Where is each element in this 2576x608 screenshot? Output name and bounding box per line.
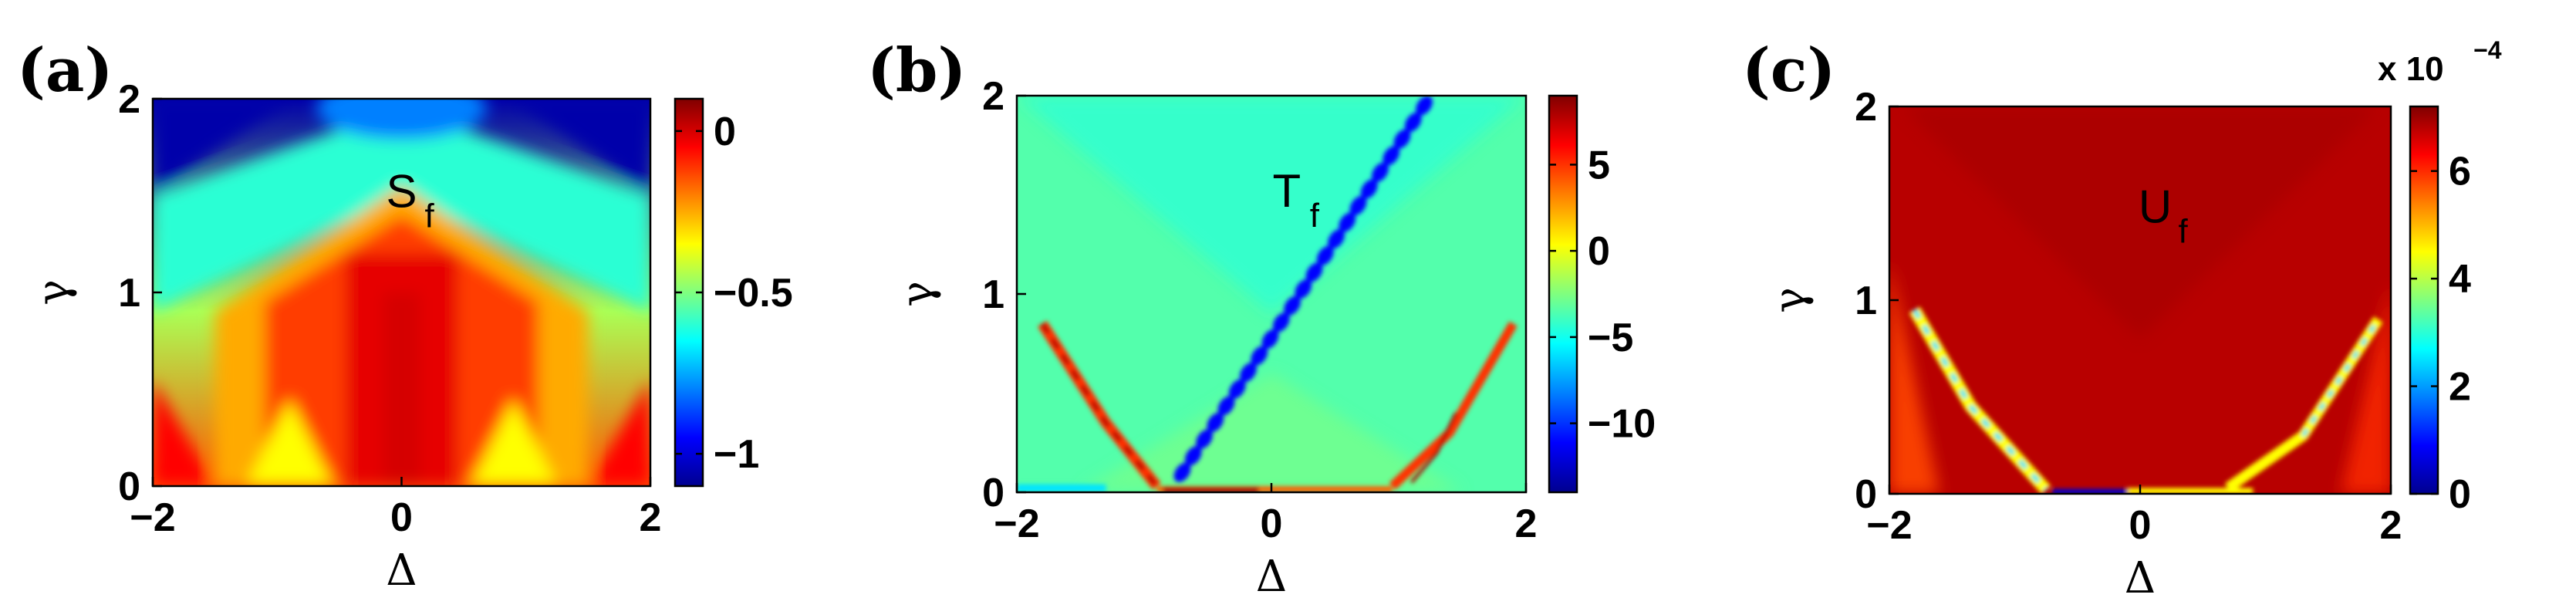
y-tick-label: 2 xyxy=(982,74,1004,119)
x-tick-label: 2 xyxy=(2380,503,2402,548)
panel-label: (b) xyxy=(867,35,966,106)
colorbar-tick-label: −10 xyxy=(1588,402,1656,447)
y-tick-label: 1 xyxy=(118,271,140,316)
panel-label: (c) xyxy=(1742,35,1835,106)
colorbar-tick-label: 2 xyxy=(2449,365,2471,410)
y-tick-label: 0 xyxy=(118,464,140,509)
y-tick-label: 1 xyxy=(982,272,1004,317)
colorbar-tick-label: 0 xyxy=(2449,472,2471,517)
field-label-subscript: f xyxy=(425,198,435,235)
colorbar-tick-label: 4 xyxy=(2449,257,2471,302)
x-axis-label: Δ xyxy=(386,546,417,596)
y-axis-label: γ xyxy=(29,279,79,305)
y-tick-label: 1 xyxy=(1855,279,1877,323)
x-tick-label: −2 xyxy=(1866,503,1912,548)
field-label: S xyxy=(386,166,417,218)
colorbar xyxy=(2409,105,2439,495)
x-tick-label: 0 xyxy=(1261,502,1283,546)
field-label: T xyxy=(1272,165,1301,217)
colorbar-tick-label: −1 xyxy=(714,432,759,477)
field-label-subscript: f xyxy=(2179,213,2189,251)
x-tick-label: 2 xyxy=(640,495,662,540)
colorbar-tick-label: 0 xyxy=(1588,229,1610,274)
y-axis-label: γ xyxy=(893,281,943,306)
x-tick-label: 2 xyxy=(1515,502,1538,546)
field-label-subscript: f xyxy=(1310,197,1320,235)
colorbar-tick-label: −5 xyxy=(1588,316,1633,360)
colorbar-tick-label: 0 xyxy=(714,110,736,154)
colorbar-exponent-power: −4 xyxy=(2473,36,2502,64)
field-label: U xyxy=(2139,181,2172,233)
x-tick-label: −2 xyxy=(994,502,1039,546)
y-tick-label: 2 xyxy=(118,77,140,122)
panel-label: (a) xyxy=(17,35,113,106)
colorbar xyxy=(1548,94,1578,494)
y-axis-label: γ xyxy=(1765,287,1815,312)
heatmap-field xyxy=(1017,96,1526,492)
v-boundary xyxy=(1909,306,2383,494)
x-axis-label: Δ xyxy=(2125,553,2156,603)
colorbar-tick-label: −0.5 xyxy=(714,271,793,316)
x-axis-label: Δ xyxy=(1256,552,1287,602)
x-tick-label: 0 xyxy=(2129,503,2152,548)
heatmap-field xyxy=(153,99,650,486)
y-tick-label: 0 xyxy=(1855,472,1877,517)
colorbar-tick-label: 5 xyxy=(1588,143,1610,187)
v-boundary xyxy=(1017,320,1518,492)
x-tick-label: 0 xyxy=(390,495,413,540)
y-tick-label: 0 xyxy=(982,471,1004,515)
diagonal-line xyxy=(1173,96,1433,482)
y-tick-label: 2 xyxy=(1855,85,1877,130)
x-tick-label: −2 xyxy=(130,495,175,540)
colorbar-tick-label: 6 xyxy=(2449,150,2471,194)
heatmap-field xyxy=(1889,106,2391,494)
colorbar-exponent: x 10 xyxy=(2378,50,2444,88)
